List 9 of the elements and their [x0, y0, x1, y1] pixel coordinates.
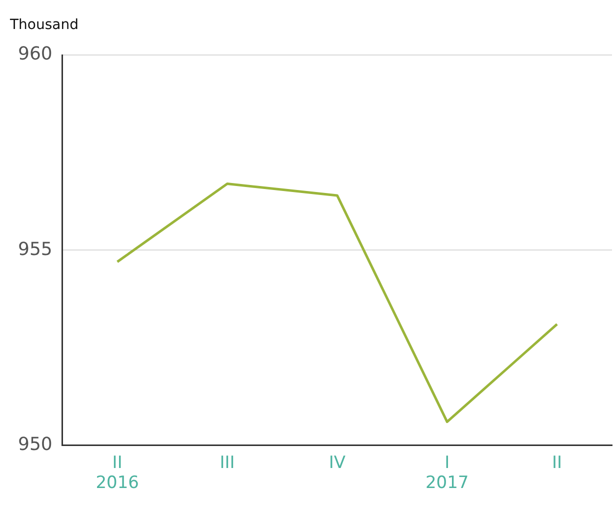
x-tick-label: II [552, 452, 562, 473]
x-tick-label: III [220, 452, 235, 473]
x-tick-label: IV [328, 452, 346, 473]
y-axis-title: Thousand [10, 17, 78, 33]
x-tick-label: I 2017 [425, 452, 469, 494]
x-tick-label: II 2016 [96, 452, 139, 494]
y-tick-label: 955 [18, 238, 52, 260]
y-tick-label: 950 [18, 434, 52, 455]
y-tick-label: 960 [18, 44, 52, 65]
